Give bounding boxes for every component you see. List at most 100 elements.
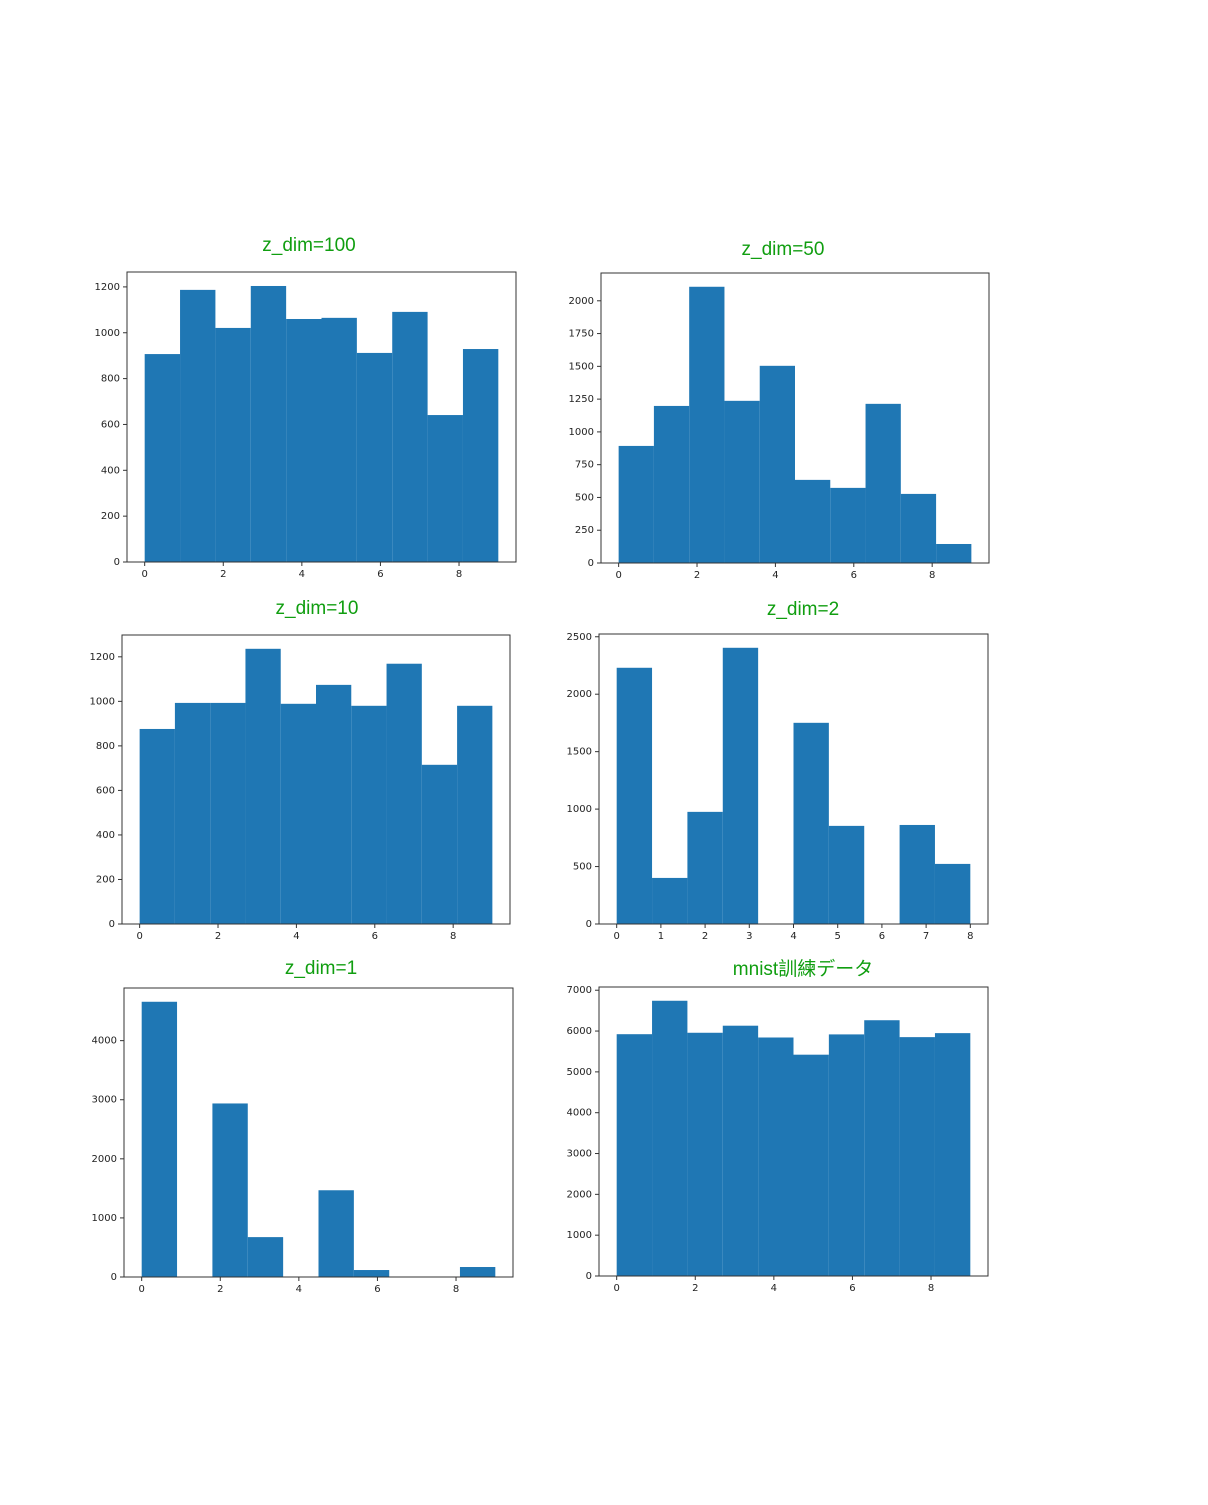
- bar: [457, 705, 493, 924]
- chart-title: z_dim=10: [276, 598, 359, 619]
- bar: [759, 365, 795, 563]
- y-tick-label: 400: [101, 465, 120, 476]
- bar: [427, 415, 463, 562]
- bar: [689, 286, 725, 563]
- y-tick-label: 2000: [567, 689, 592, 700]
- y-tick-label: 250: [575, 525, 594, 536]
- x-tick-label: 2: [702, 931, 708, 942]
- x-tick-label: 8: [967, 931, 973, 942]
- plot-frame: [123, 987, 514, 1278]
- bar: [250, 285, 287, 562]
- bar: [356, 352, 393, 562]
- bar: [724, 400, 760, 563]
- x-tick-label: 8: [450, 931, 456, 942]
- chart: z_dim=10 0 200 400 600 800 1000 1200 0 2 4 6 8: [90, 598, 511, 942]
- bar: [652, 877, 688, 924]
- plot-frame: [598, 986, 989, 1277]
- x-tick-label: 4: [771, 1283, 777, 1294]
- y-tick-label: 2500: [567, 632, 592, 643]
- y-tick-label: 0: [111, 1272, 117, 1283]
- x-tick-label: 6: [849, 1283, 855, 1294]
- y-tick-label: 0: [109, 919, 115, 930]
- bar: [864, 1020, 900, 1276]
- bar: [462, 349, 499, 562]
- x-tick-label: 7: [923, 931, 929, 942]
- x-tick-label: 6: [377, 569, 383, 580]
- bar: [280, 703, 316, 924]
- y-tick-label: 1500: [569, 361, 594, 372]
- y-tick-label: 2000: [92, 1154, 117, 1165]
- y-tick-label: 1000: [92, 1213, 117, 1224]
- x-tick-label: 6: [851, 570, 857, 581]
- y-tick-label: 1000: [567, 1230, 592, 1241]
- y-tick-label: 5000: [567, 1067, 592, 1078]
- plot-frame: [600, 272, 990, 564]
- y-tick-label: 800: [101, 374, 120, 385]
- y-tick-label: 600: [101, 419, 120, 430]
- bar: [687, 1032, 723, 1276]
- bar: [652, 1000, 688, 1276]
- y-tick-label: 1500: [567, 747, 592, 758]
- chart-title: z_dim=1: [285, 958, 357, 979]
- chart: z_dim=100 0 200 400 600 800 1000 1200 0 2 4 6 8: [95, 235, 517, 580]
- y-tick-label: 0: [586, 919, 592, 930]
- x-tick-label: 0: [141, 569, 147, 580]
- bar: [795, 479, 831, 563]
- y-tick-label: 500: [573, 862, 592, 873]
- bar: [828, 825, 865, 924]
- y-tick-label: 1000: [95, 328, 120, 339]
- x-tick-label: 4: [293, 931, 299, 942]
- x-tick-label: 2: [217, 1284, 223, 1295]
- bar: [212, 1103, 248, 1277]
- chart: z_dim=1 0 1000 2000 3000 4000 0 2 4 6 8: [92, 958, 514, 1295]
- y-tick-label: 1000: [90, 696, 115, 707]
- y-tick-label: 6000: [567, 1026, 592, 1037]
- bar: [392, 311, 428, 562]
- x-tick-label: 0: [615, 570, 621, 581]
- bar: [139, 728, 175, 924]
- bar: [722, 647, 759, 924]
- x-tick-label: 4: [296, 1284, 302, 1295]
- chart-title: z_dim=2: [767, 599, 839, 620]
- y-tick-label: 3000: [92, 1095, 117, 1106]
- bar: [900, 493, 937, 563]
- chart: z_dim=2 0 500 1000 1500 2000 2500 0 1 2 3 4 5 6 7 8: [567, 599, 989, 942]
- bar: [421, 764, 458, 924]
- y-tick-label: 2000: [567, 1189, 592, 1200]
- y-tick-label: 0: [588, 558, 594, 569]
- bar: [247, 1237, 284, 1277]
- bar: [286, 318, 322, 562]
- y-tick-label: 800: [96, 741, 115, 752]
- y-tick-label: 1000: [567, 804, 592, 815]
- y-tick-label: 750: [575, 460, 594, 471]
- bar: [174, 702, 211, 924]
- plot-frame: [121, 634, 511, 925]
- y-tick-label: 200: [96, 874, 115, 885]
- y-tick-label: 0: [114, 557, 120, 568]
- bar: [899, 1037, 935, 1276]
- plot-frame: [126, 271, 517, 563]
- x-tick-label: 3: [746, 931, 752, 942]
- bar: [934, 863, 971, 924]
- chart-title: z_dim=100: [262, 235, 355, 256]
- x-tick-label: 4: [299, 569, 305, 580]
- x-tick-label: 0: [138, 1284, 144, 1295]
- bar: [936, 543, 972, 563]
- bar: [318, 1190, 354, 1277]
- bar: [351, 705, 387, 924]
- y-tick-label: 1200: [90, 652, 115, 663]
- x-tick-label: 6: [374, 1284, 380, 1295]
- y-tick-label: 4000: [567, 1108, 592, 1119]
- y-tick-label: 2000: [569, 296, 594, 307]
- bar: [830, 487, 866, 563]
- bar: [321, 317, 357, 562]
- bar: [934, 1033, 971, 1276]
- x-tick-label: 2: [694, 570, 700, 581]
- y-tick-label: 0: [586, 1271, 592, 1282]
- x-tick-label: 5: [835, 931, 841, 942]
- bar: [245, 648, 281, 924]
- y-tick-label: 3000: [567, 1149, 592, 1160]
- bar: [758, 1037, 794, 1276]
- chart: z_dim=50 0 250 500 750 1000 1250 1500 1750 2000 0 2…: [569, 239, 990, 581]
